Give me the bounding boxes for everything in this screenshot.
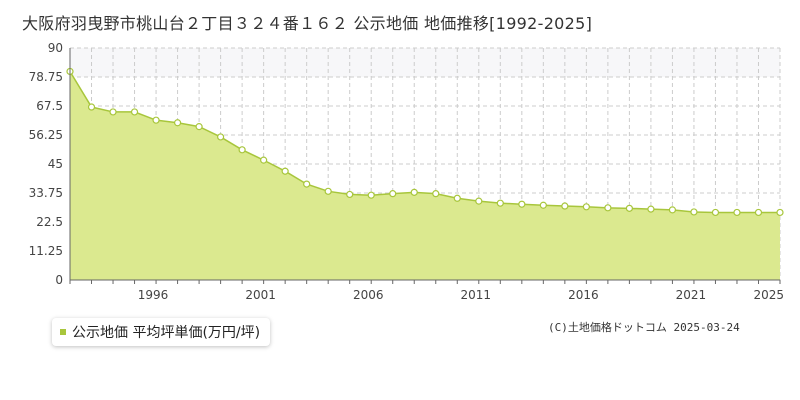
data-point <box>389 190 397 198</box>
data-point <box>195 123 203 131</box>
data-point <box>152 116 160 124</box>
data-point <box>346 190 354 199</box>
x-tick-label: 2016 <box>568 288 599 302</box>
series-area <box>70 71 780 280</box>
data-point <box>453 194 461 202</box>
x-tick-label: 1996 <box>138 288 169 302</box>
data-point <box>410 188 418 196</box>
y-tick-label: 0 <box>55 273 63 287</box>
data-point <box>475 197 483 205</box>
x-tick-label: 2025 <box>753 288 784 302</box>
data-point <box>582 203 590 211</box>
data-point <box>625 204 633 212</box>
data-point <box>561 202 569 210</box>
y-tick-label: 22.5 <box>36 215 63 229</box>
y-tick-label: 56.25 <box>29 128 63 142</box>
data-point <box>432 190 440 198</box>
axis-layer: 0 11.25 22.5 33.75 45 56.25 67.5 78.75 90 1996 200… <box>29 41 784 302</box>
data-point <box>281 167 289 175</box>
data-point <box>324 187 332 195</box>
y-tick-label: 33.75 <box>29 186 63 200</box>
x-tick-label: 2011 <box>461 288 492 302</box>
data-point <box>690 208 698 216</box>
data-point <box>217 133 225 141</box>
plot-band <box>70 48 780 77</box>
chart-title: 大阪府羽曳野市桃山台２丁目３２４番１６２ 公示地価 地価推移[1992-2025… <box>22 14 593 33</box>
legend-label: 公示地価 平均坪単価(万円/坪) <box>72 325 261 341</box>
data-point <box>518 200 526 208</box>
legend: 公示地価 平均坪単価(万円/坪) <box>52 318 271 346</box>
copyright-credit: (C)土地価格ドットコム 2025-03-24 <box>548 321 740 334</box>
y-tick-label: 90 <box>48 41 63 55</box>
series-layer <box>66 67 784 280</box>
data-point <box>367 191 375 199</box>
series-line <box>69 71 780 214</box>
y-tick-label: 78.75 <box>29 70 63 84</box>
data-point <box>711 208 720 217</box>
data-point <box>776 208 784 217</box>
data-point <box>668 206 677 214</box>
data-point <box>303 180 311 188</box>
data-point <box>173 119 182 127</box>
y-tick-label: 45 <box>48 157 63 171</box>
data-point <box>647 205 655 213</box>
legend-swatch <box>60 329 66 335</box>
data-point <box>87 103 96 111</box>
y-tick-label: 67.5 <box>36 99 63 113</box>
data-point <box>496 199 504 207</box>
data-point <box>130 108 139 116</box>
data-point <box>604 204 612 212</box>
data-point <box>539 201 547 209</box>
x-tick-label: 2021 <box>676 288 707 302</box>
data-point <box>754 208 763 217</box>
x-tick-label: 2001 <box>245 288 276 302</box>
x-tick-label: 2006 <box>353 288 384 302</box>
y-tick-label: 11.25 <box>29 244 63 258</box>
data-point <box>733 208 741 217</box>
data-point <box>109 108 117 116</box>
data-point <box>238 146 246 154</box>
data-point <box>260 156 268 164</box>
